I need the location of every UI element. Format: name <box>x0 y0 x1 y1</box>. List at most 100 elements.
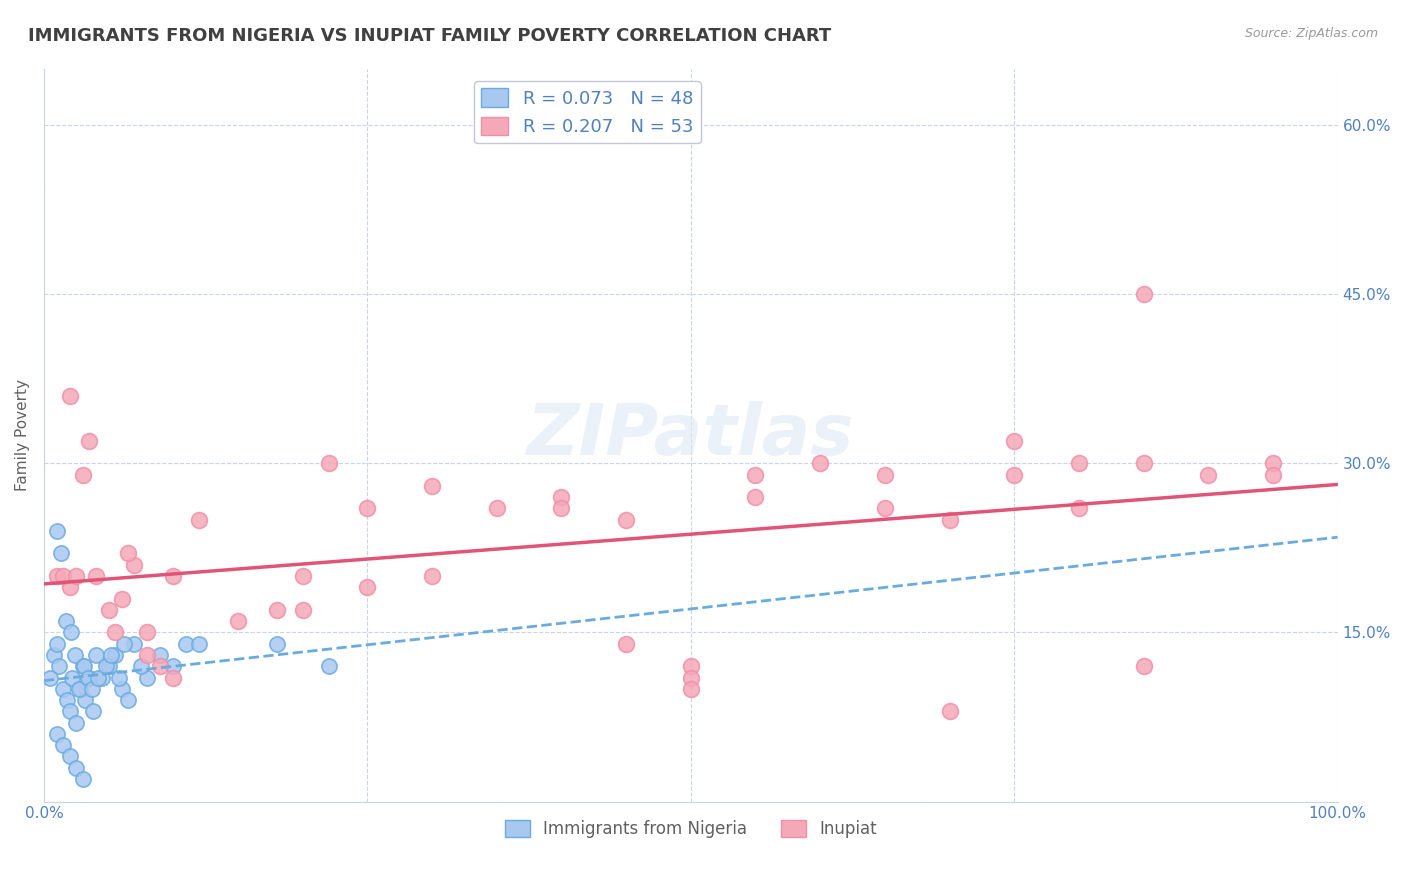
Point <box>938 513 960 527</box>
Point <box>808 456 831 470</box>
Point <box>49 546 72 560</box>
Point <box>44 648 66 662</box>
Point <box>56 693 79 707</box>
Point <box>82 704 104 718</box>
Point <box>188 637 211 651</box>
Point <box>1132 287 1154 301</box>
Point <box>65 569 87 583</box>
Point <box>266 603 288 617</box>
Point <box>45 727 67 741</box>
Point <box>873 467 896 482</box>
Point <box>136 648 159 662</box>
Point <box>356 501 378 516</box>
Point <box>75 693 97 707</box>
Point <box>550 501 572 516</box>
Point <box>117 546 139 560</box>
Point <box>91 671 114 685</box>
Point <box>39 671 62 685</box>
Point <box>744 467 766 482</box>
Point <box>104 648 127 662</box>
Point <box>291 603 314 617</box>
Point <box>45 524 67 538</box>
Point <box>266 637 288 651</box>
Point <box>59 704 82 718</box>
Point <box>1197 467 1219 482</box>
Point <box>59 749 82 764</box>
Point <box>873 501 896 516</box>
Text: IMMIGRANTS FROM NIGERIA VS INUPIAT FAMILY POVERTY CORRELATION CHART: IMMIGRANTS FROM NIGERIA VS INUPIAT FAMIL… <box>28 27 831 45</box>
Point <box>614 513 637 527</box>
Point <box>124 637 146 651</box>
Point <box>136 671 159 685</box>
Point <box>162 569 184 583</box>
Point <box>48 659 70 673</box>
Point <box>1002 467 1025 482</box>
Point <box>112 637 135 651</box>
Legend: Immigrants from Nigeria, Inupiat: Immigrants from Nigeria, Inupiat <box>498 813 883 845</box>
Point <box>97 659 120 673</box>
Point <box>679 681 702 696</box>
Point <box>77 671 100 685</box>
Y-axis label: Family Poverty: Family Poverty <box>15 379 30 491</box>
Point <box>226 614 249 628</box>
Point <box>80 681 103 696</box>
Point <box>72 659 94 673</box>
Point <box>550 490 572 504</box>
Point <box>104 625 127 640</box>
Point <box>1261 467 1284 482</box>
Point <box>110 591 132 606</box>
Point <box>72 467 94 482</box>
Point <box>117 693 139 707</box>
Point <box>65 715 87 730</box>
Point <box>679 671 702 685</box>
Point <box>1132 456 1154 470</box>
Point <box>52 681 75 696</box>
Point <box>744 490 766 504</box>
Point <box>65 761 87 775</box>
Point <box>60 671 83 685</box>
Point <box>77 434 100 448</box>
Point <box>1067 501 1090 516</box>
Point <box>55 614 77 628</box>
Point <box>1261 456 1284 470</box>
Point <box>420 569 443 583</box>
Point <box>77 671 100 685</box>
Point <box>124 558 146 572</box>
Point <box>63 648 86 662</box>
Point <box>72 772 94 786</box>
Point <box>318 659 340 673</box>
Point <box>60 625 83 640</box>
Point <box>614 637 637 651</box>
Point <box>149 659 172 673</box>
Point <box>174 637 197 651</box>
Point <box>45 569 67 583</box>
Point <box>87 671 110 685</box>
Point <box>59 388 82 402</box>
Point <box>291 569 314 583</box>
Point <box>1002 434 1025 448</box>
Point <box>45 637 67 651</box>
Point <box>420 479 443 493</box>
Point <box>100 648 122 662</box>
Point <box>94 659 117 673</box>
Point <box>52 569 75 583</box>
Point <box>1132 659 1154 673</box>
Point <box>162 671 184 685</box>
Point <box>67 681 90 696</box>
Point <box>679 659 702 673</box>
Point <box>110 681 132 696</box>
Point <box>938 704 960 718</box>
Point <box>69 681 91 696</box>
Text: Source: ZipAtlas.com: Source: ZipAtlas.com <box>1244 27 1378 40</box>
Text: ZIPatlas: ZIPatlas <box>527 401 855 469</box>
Point <box>1067 456 1090 470</box>
Point <box>149 648 172 662</box>
Point <box>188 513 211 527</box>
Point <box>84 648 107 662</box>
Point <box>485 501 508 516</box>
Point <box>73 659 96 673</box>
Point <box>59 580 82 594</box>
Point <box>108 671 131 685</box>
Point <box>162 659 184 673</box>
Point <box>318 456 340 470</box>
